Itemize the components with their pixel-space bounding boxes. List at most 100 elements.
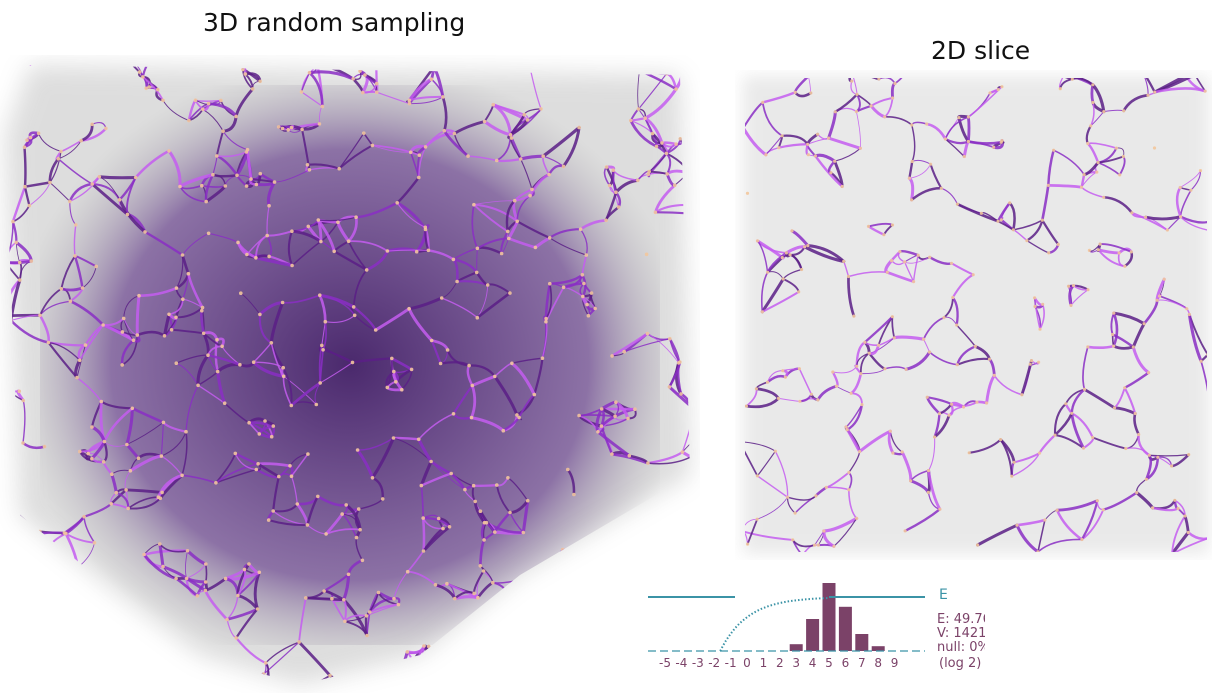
- node: [666, 558, 670, 562]
- node: [947, 413, 951, 417]
- strand: [165, 636, 180, 670]
- strand: [1175, 186, 1182, 218]
- node: [344, 503, 349, 507]
- strand: [507, 237, 537, 249]
- histogram-bar: [838, 606, 852, 651]
- strand: [985, 373, 996, 405]
- network-3d-volume-view[interactable]: [0, 55, 700, 693]
- strand: [21, 441, 46, 450]
- node: [323, 319, 328, 324]
- strand: [258, 301, 285, 316]
- network-2d-slice-view[interactable]: [735, 70, 1212, 560]
- node: [306, 452, 310, 456]
- strand: [47, 341, 79, 379]
- strand: [578, 414, 616, 418]
- node: [68, 299, 73, 303]
- strand: [215, 462, 259, 484]
- strand: [124, 65, 141, 74]
- node: [582, 281, 586, 286]
- node: [890, 223, 895, 227]
- node: [816, 543, 820, 547]
- node: [517, 415, 521, 420]
- strand: [274, 169, 310, 183]
- strand: [175, 306, 204, 319]
- strand: [1041, 219, 1060, 246]
- strand: [476, 291, 512, 319]
- node: [1165, 228, 1169, 232]
- strand: [365, 604, 399, 617]
- strand: [566, 468, 576, 496]
- node: [381, 55, 385, 57]
- node: [239, 291, 243, 295]
- node: [82, 514, 86, 519]
- node: [438, 361, 443, 366]
- node: [1087, 248, 1091, 252]
- node: [903, 70, 906, 72]
- strand: [922, 316, 945, 341]
- node: [1056, 242, 1060, 246]
- strand: [944, 138, 965, 158]
- node: [1123, 386, 1127, 390]
- node: [120, 363, 124, 367]
- strand: [453, 120, 486, 135]
- tick-label: 7: [858, 656, 866, 670]
- node: [211, 172, 215, 177]
- strand: [282, 366, 293, 407]
- node: [374, 81, 379, 86]
- node: [508, 510, 512, 515]
- node: [1037, 360, 1041, 364]
- strand: [855, 111, 861, 149]
- strand: [834, 93, 859, 113]
- strand: [216, 151, 248, 158]
- strand: [376, 55, 383, 56]
- node: [196, 383, 200, 388]
- node: [165, 636, 169, 640]
- strand: [1070, 412, 1094, 439]
- strand: [354, 201, 399, 219]
- node: [1102, 195, 1106, 199]
- strand: [282, 375, 293, 407]
- node: [46, 340, 51, 345]
- strand: [298, 596, 307, 644]
- node: [423, 145, 428, 149]
- strand: [518, 617, 533, 642]
- node: [950, 402, 954, 406]
- node: [374, 90, 379, 94]
- strand: [1145, 78, 1156, 94]
- strand: [637, 73, 668, 110]
- node: [42, 444, 47, 449]
- node: [447, 525, 452, 529]
- node: [973, 344, 977, 348]
- strand: [407, 307, 434, 343]
- strand: [610, 332, 649, 358]
- node: [988, 91, 992, 95]
- node: [245, 252, 249, 257]
- strand: [683, 203, 690, 216]
- node: [672, 183, 677, 188]
- node: [142, 552, 146, 557]
- node: [530, 187, 534, 192]
- node: [5, 684, 8, 685]
- node: [219, 98, 223, 103]
- node: [442, 128, 447, 133]
- node: [269, 341, 274, 345]
- strand: [125, 635, 169, 644]
- strand: [40, 588, 50, 612]
- strand: [417, 413, 455, 441]
- node: [73, 254, 77, 258]
- node: [195, 594, 200, 598]
- node: [962, 154, 966, 159]
- node: [833, 159, 837, 163]
- node: [928, 255, 932, 259]
- strand: [590, 586, 605, 609]
- strand: [1144, 215, 1183, 221]
- strand: [287, 230, 294, 267]
- node: [432, 65, 436, 69]
- strand: [8, 540, 17, 559]
- node: [254, 467, 259, 472]
- strand: [1037, 538, 1083, 552]
- strand: [137, 286, 178, 297]
- node: [414, 249, 419, 254]
- node: [295, 502, 300, 506]
- node: [858, 450, 862, 454]
